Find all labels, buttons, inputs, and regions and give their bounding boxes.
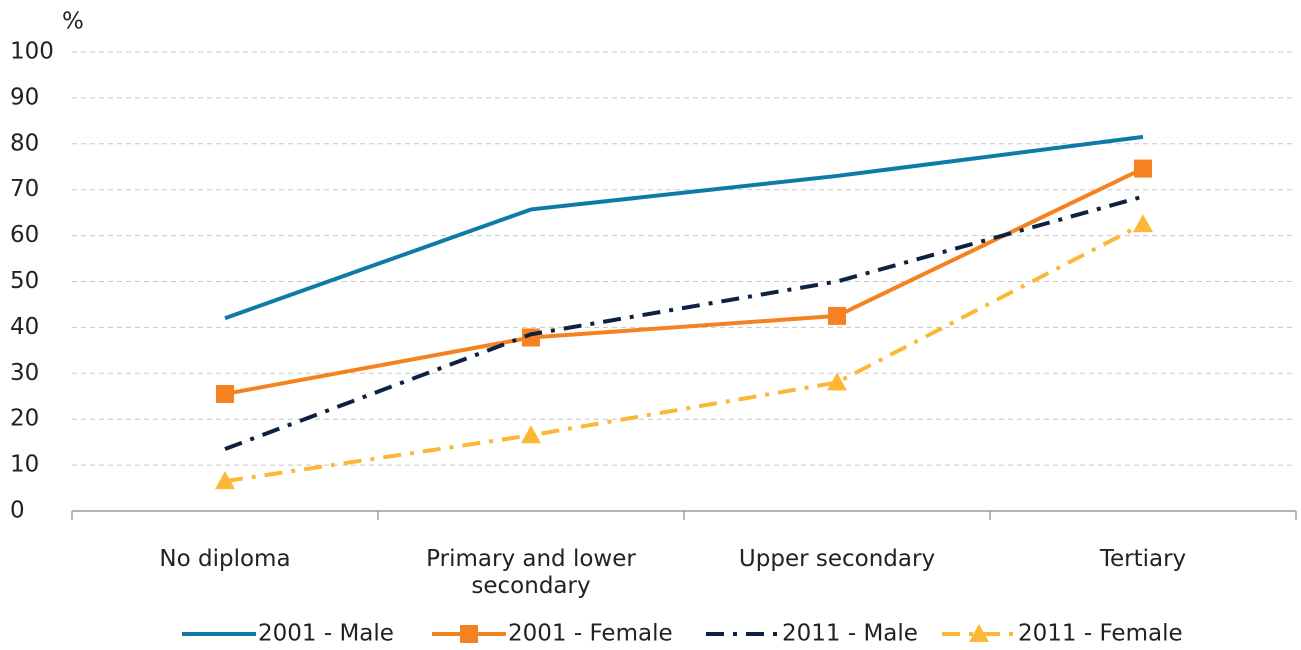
data-point (521, 425, 541, 444)
data-point (215, 471, 235, 490)
y-tick-label: 20 (10, 406, 39, 432)
x-tick-label: Primary and lower secondary (426, 546, 636, 599)
data-point (1134, 159, 1152, 178)
x-tick-label: Upper secondary (738, 546, 936, 572)
legend-label: 2011 - Male (782, 621, 918, 647)
series-line (224, 134, 1144, 321)
legend-marker (460, 625, 478, 643)
data-point (216, 384, 234, 403)
legend-marker (969, 624, 989, 642)
y-axis-label: % (62, 9, 84, 35)
series-line (224, 222, 1144, 484)
legend-label: 2001 - Male (258, 621, 394, 647)
y-tick-label: 10 (10, 452, 39, 478)
y-tick-label: 60 (10, 222, 39, 248)
y-tick-label: 30 (10, 360, 39, 386)
legend-label: 2011 - Female (1018, 621, 1183, 647)
y-tick-label: 100 (10, 39, 54, 65)
series-line (224, 194, 1144, 451)
legend-label: 2001 - Female (508, 621, 673, 647)
x-tick-label: Tertiary (1099, 546, 1187, 572)
data-point (1133, 214, 1153, 233)
data-point (827, 372, 847, 391)
y-tick-label: 80 (10, 130, 39, 156)
y-tick-label: 90 (10, 84, 39, 110)
series-line (224, 166, 1144, 396)
y-tick-label: 0 (10, 498, 25, 524)
y-tick-label: 70 (10, 176, 39, 202)
y-tick-label: 40 (10, 314, 39, 340)
x-tick-label: No diploma (159, 546, 291, 572)
y-tick-label: 50 (10, 268, 39, 294)
data-point (828, 306, 846, 325)
